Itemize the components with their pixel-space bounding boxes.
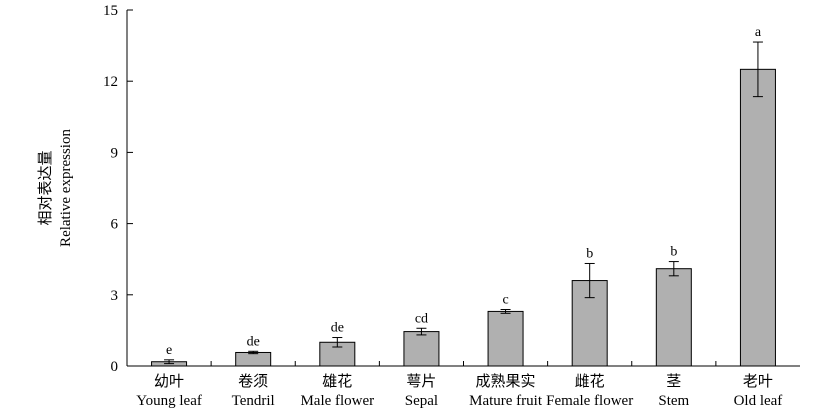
x-tick-label-en: Stem — [658, 393, 689, 409]
bar — [655, 268, 692, 367]
significance-label: de — [331, 321, 344, 336]
y-axis-label-cn: 相对表达量 — [37, 150, 54, 225]
x-tick-label-en: Old leaf — [734, 393, 783, 409]
x-tick-label-en: Sepal — [405, 393, 438, 409]
x-tick-label-en: Mature fruit — [469, 393, 543, 409]
significance-label: b — [586, 246, 593, 261]
x-tick-label-en: Tendril — [232, 393, 275, 409]
significance-label: a — [755, 25, 762, 40]
x-tick-label-cn: 成熟果实 — [476, 373, 536, 390]
significance-label: e — [166, 343, 172, 358]
x-tick-label-cn: 雌花 — [575, 373, 605, 390]
bar — [739, 68, 776, 367]
x-tick-label-cn: 茎 — [666, 373, 681, 390]
significance-label: c — [502, 293, 508, 308]
plot-area: 0 3 6 9 12 15 e 幼叶 Young leaf de 卷须 Tendril de 雄花 Male… — [103, 3, 800, 409]
y-axis-label: 相对表达量 Relative expression — [37, 129, 74, 247]
significance-label: de — [247, 334, 260, 349]
bar — [403, 331, 440, 367]
y-tick-label: 3 — [111, 288, 119, 304]
x-tick-label-en: Male flower — [300, 393, 374, 409]
x-tick-label-cn: 萼片 — [406, 373, 436, 390]
x-tick-label-en: Female flower — [546, 393, 633, 409]
y-tick-label: 0 — [111, 359, 119, 375]
x-tick-label-cn: 雄花 — [322, 373, 352, 390]
x-tick-label-en: Young leaf — [136, 393, 202, 409]
x-tick-label-cn: 卷须 — [238, 373, 268, 390]
bar — [235, 351, 272, 367]
significance-label: b — [670, 245, 677, 260]
y-axis-label-en: Relative expression — [58, 129, 74, 247]
x-tick-label-cn: 老叶 — [743, 373, 773, 390]
y-tick-label: 6 — [111, 217, 119, 233]
y-tick-label: 15 — [103, 3, 118, 19]
y-tick-label: 9 — [111, 145, 119, 161]
y-tick-label: 12 — [103, 74, 118, 90]
significance-label: cd — [415, 311, 428, 326]
bar — [487, 310, 524, 367]
x-tick-label-cn: 幼叶 — [154, 373, 184, 390]
